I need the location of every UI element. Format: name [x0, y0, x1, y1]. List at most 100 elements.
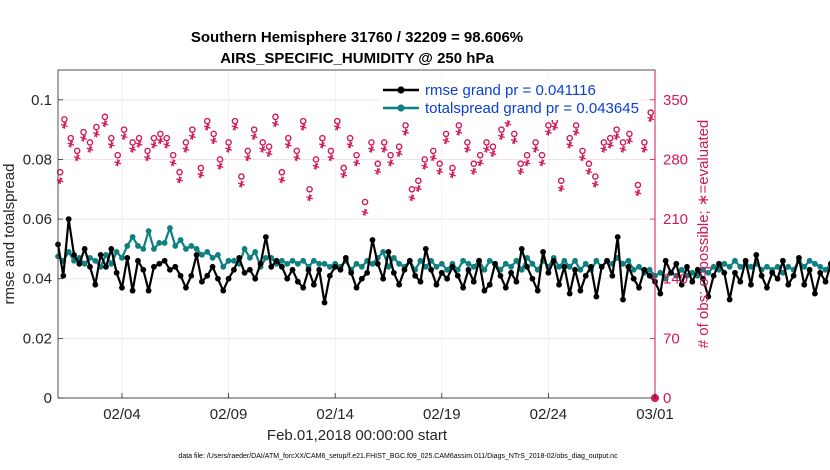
obs-evaluated-stroke	[539, 159, 545, 166]
obs-evaluated-point	[476, 159, 484, 167]
obs-evaluated-stroke	[294, 154, 300, 161]
obs-possible-point	[538, 151, 546, 159]
rmse-point	[753, 251, 760, 258]
totalspread-point	[710, 263, 717, 270]
totalspread-point	[438, 260, 445, 267]
totalspread-point	[215, 251, 221, 258]
right-tick-label: 280	[663, 151, 688, 168]
obs-possible-point	[374, 160, 382, 168]
rmse-point	[758, 272, 765, 279]
obs-possible-point	[56, 168, 64, 176]
obs-evaluated-stroke	[189, 133, 195, 140]
totalspread-point	[646, 266, 653, 273]
totalspread-point	[508, 263, 514, 270]
obs-evaluated-stroke	[430, 154, 436, 161]
obs-evaluated-point	[129, 145, 137, 153]
obs-possible-point	[387, 151, 394, 159]
rmse-point	[641, 266, 648, 273]
obs-possible-point	[73, 147, 81, 155]
obs-evaluated-point	[449, 171, 456, 179]
obs-evaluated-stroke	[285, 141, 291, 149]
left-tick-label: 0	[44, 390, 52, 407]
totalspread-point	[369, 260, 376, 267]
rmse-point	[241, 269, 248, 276]
rmse-point	[476, 257, 482, 264]
obs-evaluated-point	[463, 145, 471, 153]
obs-possible-point	[340, 164, 348, 172]
totalspread-point	[486, 257, 493, 264]
rmse-point	[545, 269, 552, 276]
rmse-point	[278, 263, 285, 270]
totalspread-point	[673, 272, 680, 279]
obs-possible-point	[634, 181, 642, 189]
rmse-point	[87, 263, 93, 270]
obs-evaluated-point	[237, 180, 245, 188]
obs-evaluated-point	[92, 130, 100, 138]
rmse-point	[236, 254, 243, 261]
rmse-point	[65, 216, 72, 222]
obs-evaluated-point	[625, 137, 633, 145]
obs-evaluated-stroke	[313, 163, 319, 170]
rmse-point	[801, 281, 808, 288]
totalspread-point	[380, 248, 387, 255]
obs-evaluated-point	[634, 189, 642, 197]
rmse-point	[113, 269, 120, 276]
obs-evaluated-stroke	[245, 154, 251, 161]
obs-evaluated-point	[442, 137, 450, 145]
right-y-axis-label: # of obs: o=possible; ∗=evaluated	[695, 120, 712, 349]
rmse-point	[508, 269, 514, 276]
obs-possible-point	[579, 147, 586, 155]
obs-evaluated-stroke	[57, 177, 63, 184]
obs-possible-point	[216, 156, 224, 163]
rmse-point	[310, 281, 317, 288]
obs-possible-point	[613, 126, 620, 133]
totalspread-point	[433, 263, 440, 270]
rmse-point	[246, 266, 253, 273]
obs-evaluated-point	[557, 185, 565, 192]
obs-evaluated-point	[414, 185, 422, 192]
totalspread-point	[465, 260, 472, 267]
obs-evaluated-stroke	[477, 159, 483, 166]
chart-title: Southern Hemisphere 31760 / 32209 = 98.6…	[191, 29, 523, 46]
obs-evaluated-stroke	[81, 135, 87, 142]
rmse-point	[604, 257, 610, 264]
obs-evaluated-stroke	[279, 176, 285, 184]
data-file-footnote: data file: /Users/raeder/DAI/ATM_forcXX/…	[178, 453, 618, 460]
obs-evaluated-point	[504, 120, 512, 128]
rmse-point	[689, 278, 696, 285]
totalspread-point	[534, 266, 541, 273]
totalspread-point	[732, 257, 738, 264]
rmse-point	[726, 296, 733, 303]
obs-possible-point	[250, 126, 258, 133]
obs-evaluated-stroke	[626, 137, 632, 144]
rmse-point	[598, 263, 605, 270]
totalspread-point	[177, 237, 184, 243]
legend-rmse-label: rmse grand pr = 0.041116	[425, 82, 596, 99]
obs-evaluated-stroke	[381, 146, 387, 153]
obs-evaluated-stroke	[362, 209, 368, 216]
rmse-point	[764, 284, 770, 291]
obs-possible-point	[498, 126, 505, 133]
totalspread-point	[422, 263, 429, 270]
rmse-point	[364, 269, 371, 276]
obs-possible-point	[129, 139, 136, 146]
left-y-axis-label: rmse and totalspread	[1, 164, 18, 305]
rmse-point	[71, 251, 77, 258]
rmse-series	[55, 216, 830, 306]
obs-evaluated-stroke	[490, 150, 496, 157]
totalspread-point	[183, 246, 189, 252]
obs-evaluated-stroke	[607, 141, 613, 149]
obs-evaluated-stroke	[226, 146, 232, 153]
obs-evaluated-stroke	[558, 185, 564, 192]
rmse-point	[129, 287, 136, 294]
rmse-point	[673, 260, 680, 267]
obs-evaluated-point	[585, 167, 593, 175]
obs-evaluated-stroke	[130, 146, 136, 153]
totalspread-point	[748, 263, 754, 270]
totalspread-point	[518, 266, 525, 273]
obs-evaluated-stroke	[648, 115, 654, 122]
obs-evaluated-stroke	[334, 123, 340, 131]
obs-evaluated-stroke	[498, 133, 505, 140]
obs-evaluated-stroke	[567, 141, 573, 149]
obs-evaluated-stroke	[319, 141, 325, 149]
